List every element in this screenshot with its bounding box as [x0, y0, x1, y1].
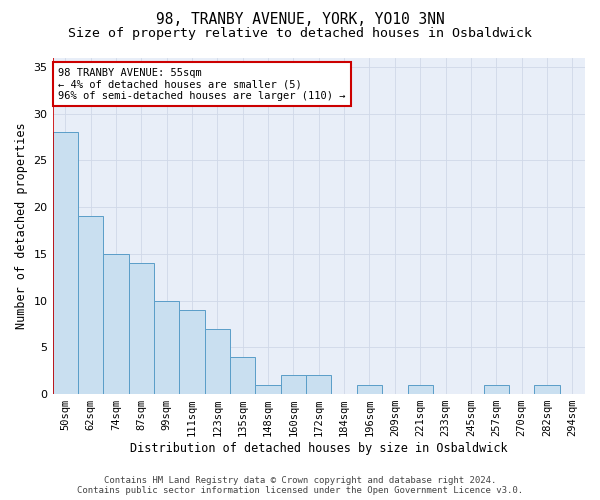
Text: Size of property relative to detached houses in Osbaldwick: Size of property relative to detached ho…	[68, 28, 532, 40]
X-axis label: Distribution of detached houses by size in Osbaldwick: Distribution of detached houses by size …	[130, 442, 508, 455]
Y-axis label: Number of detached properties: Number of detached properties	[15, 122, 28, 329]
Text: 98 TRANBY AVENUE: 55sqm
← 4% of detached houses are smaller (5)
96% of semi-deta: 98 TRANBY AVENUE: 55sqm ← 4% of detached…	[58, 68, 346, 101]
Bar	[357, 384, 382, 394]
Bar	[78, 216, 103, 394]
Bar	[179, 310, 205, 394]
Bar	[128, 263, 154, 394]
Bar	[534, 384, 560, 394]
Bar	[407, 384, 433, 394]
Bar	[306, 376, 331, 394]
Bar	[281, 376, 306, 394]
Bar	[230, 356, 256, 394]
Bar	[205, 328, 230, 394]
Bar	[53, 132, 78, 394]
Bar	[256, 384, 281, 394]
Bar	[103, 254, 128, 394]
Bar	[484, 384, 509, 394]
Text: 98, TRANBY AVENUE, YORK, YO10 3NN: 98, TRANBY AVENUE, YORK, YO10 3NN	[155, 12, 445, 28]
Text: Contains HM Land Registry data © Crown copyright and database right 2024.
Contai: Contains HM Land Registry data © Crown c…	[77, 476, 523, 495]
Bar	[154, 300, 179, 394]
